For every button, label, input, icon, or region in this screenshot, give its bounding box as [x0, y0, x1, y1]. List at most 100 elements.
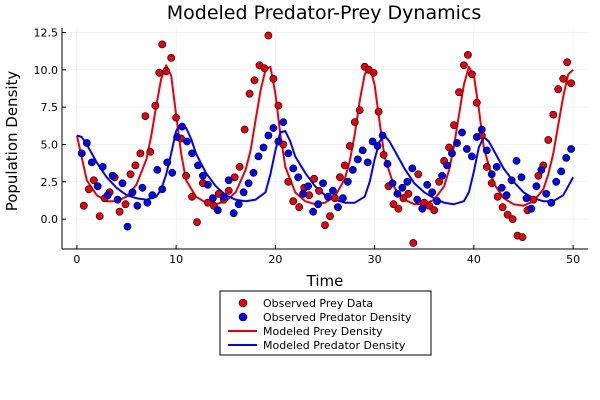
data-point	[517, 173, 526, 182]
data-point	[259, 143, 268, 152]
data-point	[350, 118, 359, 126]
data-point	[136, 149, 145, 158]
legend-label: Observed Prey Data	[263, 297, 373, 310]
legend-marker-swatch	[238, 312, 248, 322]
data-point	[279, 118, 288, 126]
y-tick-label: 10.0	[34, 64, 59, 77]
data-point	[155, 68, 164, 77]
data-point	[79, 201, 88, 210]
data-point	[453, 139, 461, 147]
x-axis: 0 10 20 30 40 50	[73, 245, 580, 266]
data-point	[389, 200, 398, 209]
chart-title: Modeled Predator-Prey Dynamics	[167, 2, 481, 24]
data-point	[498, 203, 507, 212]
data-point	[138, 183, 147, 192]
data-point	[472, 98, 481, 107]
data-point	[309, 207, 317, 216]
data-point	[472, 133, 481, 141]
data-point	[507, 176, 516, 185]
data-point	[328, 186, 337, 195]
data-point	[146, 147, 155, 156]
data-point	[503, 210, 512, 219]
data-point	[115, 207, 124, 216]
data-point	[299, 189, 308, 198]
y-tick-label: 2.5	[41, 176, 59, 189]
data-point	[428, 188, 437, 197]
data-point	[229, 209, 238, 218]
data-point	[343, 177, 352, 186]
data-point	[274, 101, 283, 110]
data-point	[338, 194, 347, 203]
data-point	[188, 192, 196, 201]
data-point	[492, 162, 501, 171]
x-tick-label: 0	[73, 253, 80, 266]
data-point	[404, 189, 413, 198]
data-point	[393, 189, 402, 198]
data-point	[89, 176, 98, 185]
data-point	[95, 212, 104, 220]
data-point	[198, 171, 207, 180]
data-point	[333, 203, 342, 212]
data-point	[388, 179, 397, 188]
data-point	[450, 121, 458, 129]
x-tick-label: 20	[268, 253, 282, 266]
data-point	[163, 158, 172, 167]
data-point	[178, 122, 186, 131]
y-tick-label: 5.0	[41, 138, 59, 151]
data-point	[213, 206, 222, 215]
data-point	[319, 179, 327, 188]
data-point	[224, 176, 233, 185]
y-tick-label: 0.0	[41, 213, 59, 226]
data-point	[224, 186, 233, 195]
data-point	[448, 149, 456, 158]
legend-label: Modeled Predator Density	[263, 339, 406, 352]
data-point	[554, 85, 563, 94]
data-point	[340, 161, 349, 170]
y-axis: 0.0 2.5 5.0 7.5 10.0 12.5	[34, 26, 66, 226]
data-point	[403, 177, 412, 186]
data-point	[240, 125, 249, 134]
data-point	[324, 192, 332, 201]
data-point	[126, 170, 135, 179]
data-point	[374, 107, 383, 116]
data-point	[141, 112, 150, 120]
data-point	[294, 173, 303, 182]
data-point	[289, 197, 298, 206]
data-point	[355, 106, 364, 114]
data-point	[348, 165, 357, 174]
data-point	[345, 142, 354, 150]
data-point	[443, 161, 451, 170]
data-point	[455, 88, 463, 97]
data-point	[502, 191, 511, 200]
data-point	[487, 179, 496, 188]
data-point	[529, 195, 538, 204]
data-point	[314, 200, 322, 209]
data-point	[235, 162, 244, 171]
data-point	[113, 195, 122, 204]
data-point	[93, 182, 102, 191]
data-point	[183, 137, 191, 146]
data-point	[193, 218, 201, 226]
data-point	[245, 89, 254, 98]
data-point	[123, 222, 132, 231]
data-point	[462, 145, 471, 153]
data-point	[563, 58, 572, 67]
legend-marker-swatch	[238, 298, 248, 308]
data-point	[249, 168, 258, 177]
data-point	[173, 133, 181, 141]
data-point	[151, 101, 160, 110]
data-point	[467, 70, 476, 79]
data-point	[383, 159, 392, 168]
data-point	[208, 194, 217, 203]
data-point	[264, 31, 273, 40]
data-point	[459, 61, 468, 70]
data-point	[203, 180, 212, 189]
data-point	[284, 149, 293, 158]
data-point	[172, 113, 180, 122]
data-point	[219, 192, 228, 201]
data-point	[148, 191, 157, 200]
data-point	[274, 137, 283, 146]
data-point	[121, 200, 130, 209]
data-point	[418, 204, 427, 213]
data-point	[378, 131, 387, 140]
